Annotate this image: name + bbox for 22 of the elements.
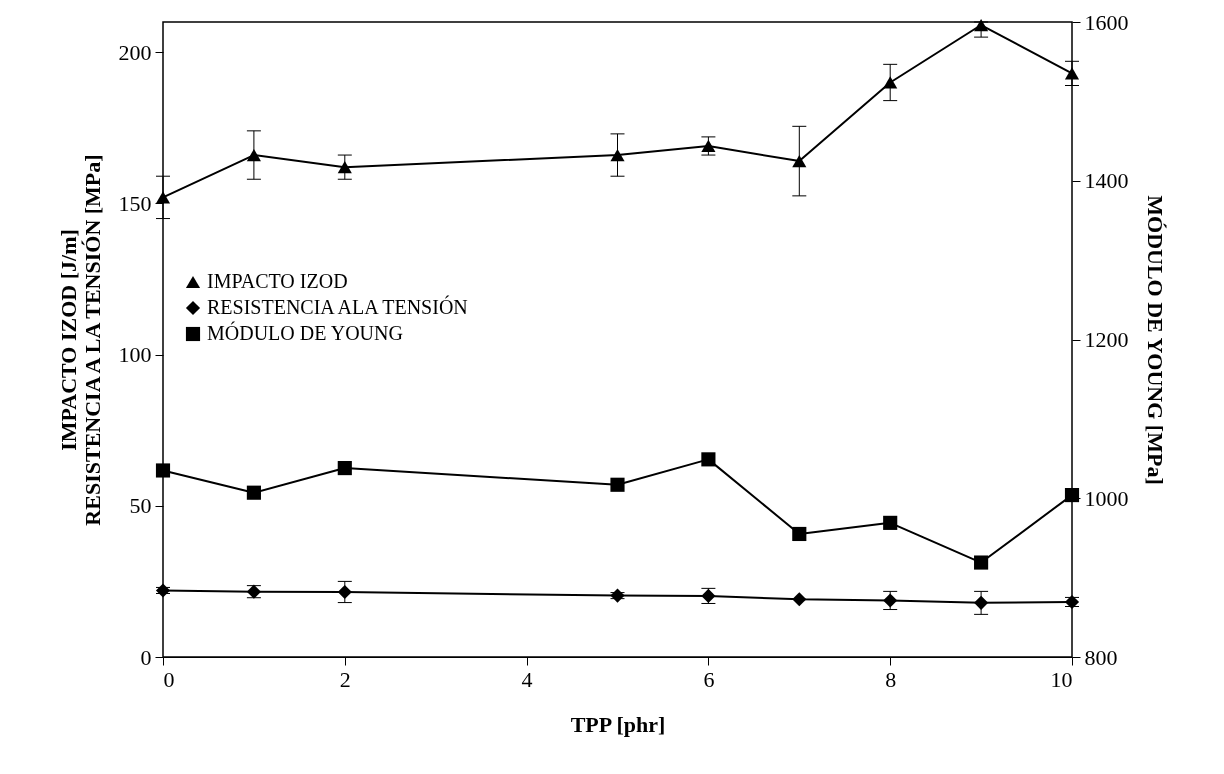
- y-tick-label: 200: [118, 39, 152, 65]
- y-tick-label: 100: [118, 342, 152, 368]
- y2-tick-label: 1200: [1084, 327, 1129, 352]
- legend-label: RESISTENCIA ALA TENSIÓN: [207, 295, 468, 318]
- y-axis-title: IMPACTO IZOD [J/m] RESISTENCIA A LA TENSIÓN [MPa]: [55, 154, 105, 526]
- x-tick-label: 10: [1050, 666, 1073, 692]
- x-tick-label: 2: [339, 666, 351, 692]
- y2-tick-label: 1000: [1084, 485, 1129, 511]
- y2-axis-title: MÓDULO DE YOUNG [MPa]: [1142, 195, 1168, 485]
- x-tick-label: 8: [885, 666, 897, 692]
- legend-label: MÓDULO DE YOUNG: [207, 321, 403, 344]
- x-tick-label: 0: [163, 666, 175, 692]
- y-tick-label: 50: [129, 493, 152, 519]
- x-tick-label: 6: [703, 666, 715, 692]
- y2-tick-label: 1600: [1084, 9, 1129, 35]
- y2-tick-label: 1400: [1084, 168, 1129, 194]
- y-tick-label: 0: [140, 644, 152, 670]
- y2-tick-label: 800: [1084, 644, 1118, 670]
- x-axis-title: TPP [phr]: [570, 711, 666, 737]
- legend-label: IMPACTO IZOD: [207, 270, 348, 292]
- y-tick-label: 150: [118, 190, 152, 216]
- x-tick-label: 4: [521, 666, 533, 692]
